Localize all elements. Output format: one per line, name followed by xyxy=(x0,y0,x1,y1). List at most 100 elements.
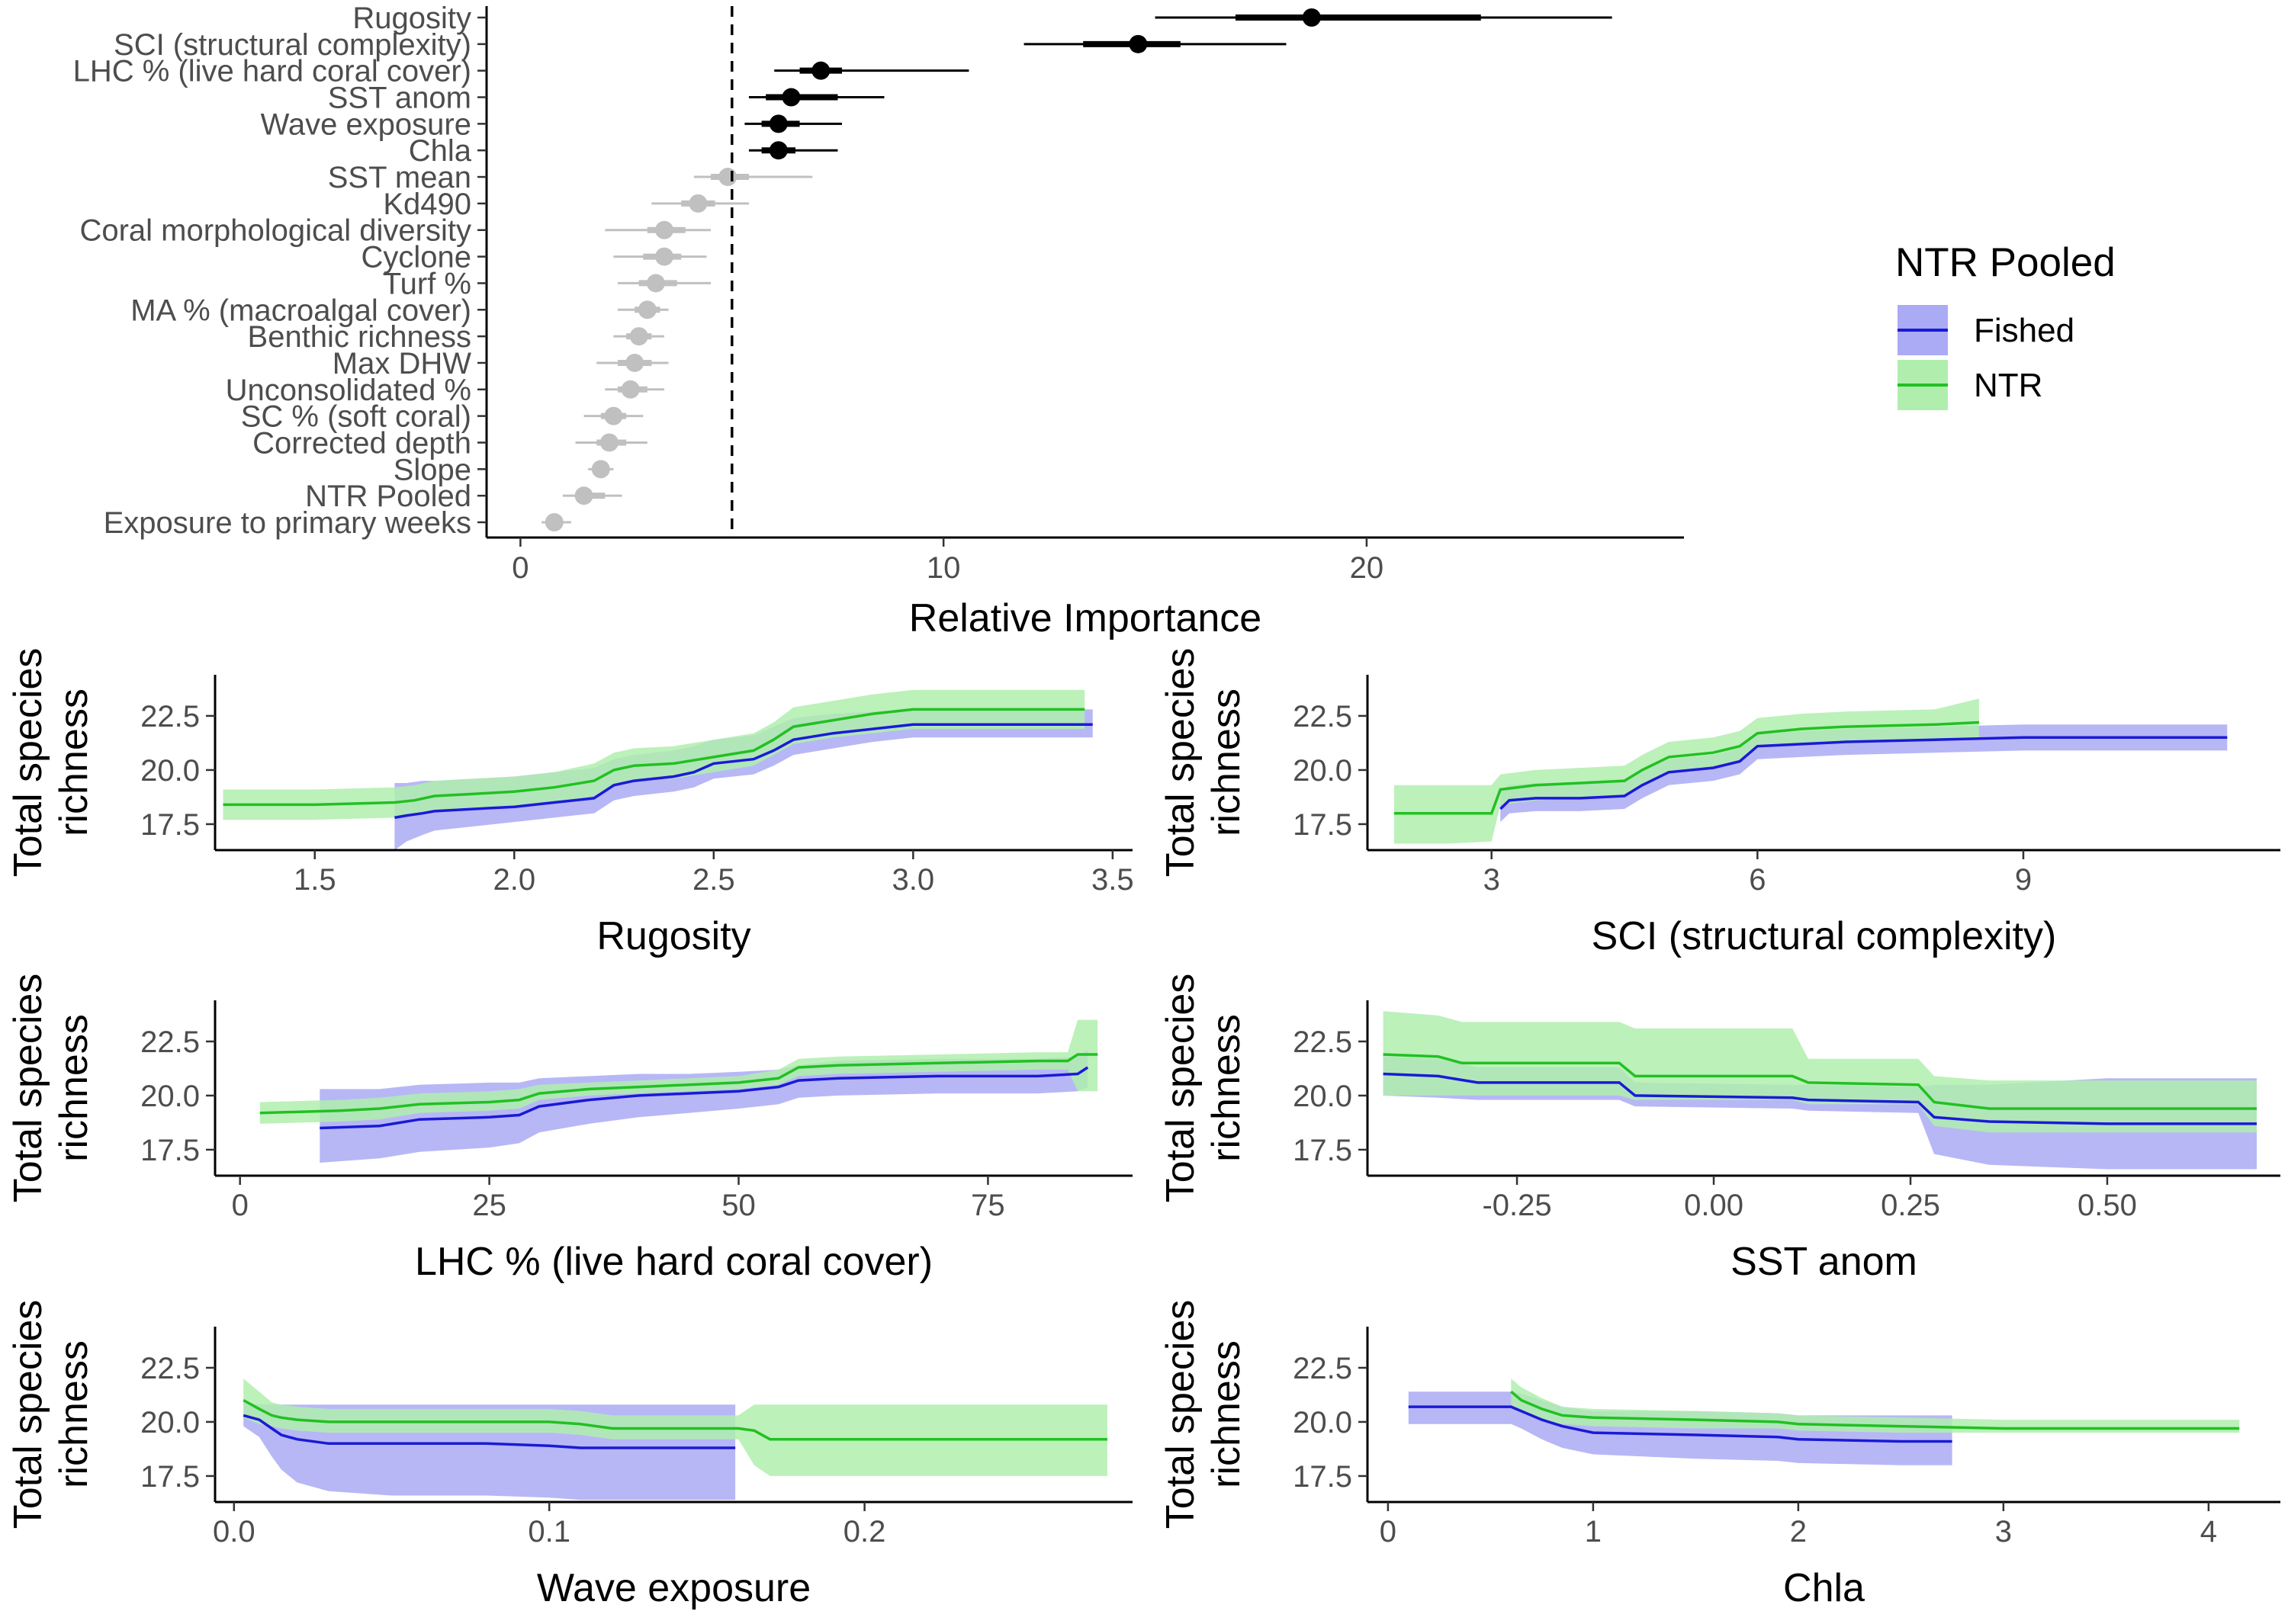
y-tick-label: 20.0 xyxy=(140,754,200,788)
y-axis-title: Total speciesrichness xyxy=(6,1300,96,1529)
importance-point xyxy=(638,300,657,319)
y-axis-title-line: Total species xyxy=(6,648,50,878)
x-tick-label: 2.5 xyxy=(693,863,735,897)
x-tick-label: 3 xyxy=(1995,1515,2012,1549)
x-tick-label: 0 xyxy=(232,1189,249,1222)
importance-point xyxy=(592,460,610,478)
x-tick-label: 0.50 xyxy=(2078,1189,2137,1222)
x-axis-title: SST anom xyxy=(1730,1240,1917,1284)
y-axis-title-line: Total species xyxy=(1158,648,1203,878)
y-axis-title-line: richness xyxy=(1204,1014,1248,1162)
y-axis-title-line: richness xyxy=(52,1014,96,1162)
y-tick-label: 20.0 xyxy=(140,1080,200,1113)
importance-point xyxy=(575,486,593,505)
x-tick-label: 2 xyxy=(1790,1515,1807,1549)
partial-dependence-panel: 17.5 20.0 22.5 0 1 2 3 4 Chla Total speciesrichne… xyxy=(1158,1300,2280,1610)
y-tick-label: 20.0 xyxy=(1293,1080,1352,1113)
y-tick-label: 17.5 xyxy=(140,1134,200,1167)
importance-point xyxy=(655,248,673,266)
x-axis-title: Relative Importance xyxy=(909,596,1261,640)
x-tick-label: 20 xyxy=(1350,551,1384,585)
x-tick-label: 3.5 xyxy=(1091,863,1134,897)
importance-point xyxy=(630,327,648,345)
importance-point xyxy=(625,354,644,372)
partial-dependence-panel: 17.5 20.0 22.5 1.5 2.0 2.5 3.0 3.5 Rugosity Total… xyxy=(6,648,1134,958)
y-tick-label: 17.5 xyxy=(1293,1134,1352,1167)
y-tick-label: 20.0 xyxy=(140,1406,200,1439)
y-tick-label: 22.5 xyxy=(1293,1025,1352,1059)
y-axis-title-line: richness xyxy=(52,1340,96,1488)
x-tick-label: 0.2 xyxy=(844,1515,886,1549)
importance-point xyxy=(770,141,788,159)
x-tick-label: 0 xyxy=(512,551,529,585)
x-tick-label: 25 xyxy=(472,1189,506,1222)
y-axis-title: Total speciesrichness xyxy=(6,974,96,1203)
x-tick-label: 2.0 xyxy=(493,863,535,897)
x-tick-label: -0.25 xyxy=(1482,1189,1551,1222)
y-tick-label: 17.5 xyxy=(1293,1460,1352,1494)
x-tick-label: 0.00 xyxy=(1684,1189,1743,1222)
y-axis-title-line: richness xyxy=(1204,688,1248,836)
x-axis-title: Chla xyxy=(1783,1566,1865,1610)
y-axis-title-line: richness xyxy=(52,688,96,836)
x-tick-label: 75 xyxy=(971,1189,1005,1222)
x-tick-label: 3 xyxy=(1483,863,1500,897)
x-tick-label: 6 xyxy=(1749,863,1766,897)
y-tick-label: 17.5 xyxy=(140,808,200,842)
partial-dependence-panel: 17.5 20.0 22.5 0.0 0.1 0.2 Wave exposure Total … xyxy=(6,1300,1133,1610)
y-tick-label: 22.5 xyxy=(1293,1352,1352,1385)
x-tick-label: 0 xyxy=(1380,1515,1396,1549)
x-tick-label: 1 xyxy=(1585,1515,1602,1549)
y-tick-label: 20.0 xyxy=(1293,1406,1352,1439)
partial-dependence-panel: 17.5 20.0 22.5 3 6 9 SCI (structural complexit… xyxy=(1158,648,2280,958)
importance-point xyxy=(718,168,737,186)
x-tick-label: 0.0 xyxy=(213,1515,255,1549)
y-tick-label: 22.5 xyxy=(140,1352,200,1385)
y-axis-title: Total speciesrichness xyxy=(1158,648,1248,878)
y-axis-title-line: Total species xyxy=(6,1300,50,1529)
x-tick-label: 50 xyxy=(721,1189,756,1222)
y-axis-title-line: richness xyxy=(1204,1340,1248,1488)
x-tick-label: 1.5 xyxy=(294,863,336,897)
importance-point xyxy=(770,114,788,133)
y-tick-label: 22.5 xyxy=(140,1025,200,1059)
ci-ribbon-ntr xyxy=(1383,1011,2257,1132)
legend: NTR Pooled Fished NTR xyxy=(1895,240,2116,410)
y-tick-label: 22.5 xyxy=(1293,700,1352,733)
importance-point xyxy=(622,380,640,399)
x-tick-label: 10 xyxy=(927,551,961,585)
y-axis-title-line: Total species xyxy=(1158,974,1203,1203)
y-axis-title: Total speciesrichness xyxy=(6,648,96,878)
variable-label: Exposure to primary weeks xyxy=(104,506,471,540)
x-tick-label: 4 xyxy=(2200,1515,2217,1549)
y-tick-label: 17.5 xyxy=(140,1460,200,1494)
y-axis-title-line: Total species xyxy=(6,974,50,1203)
x-axis-title: Rugosity xyxy=(596,914,750,958)
partial-dependence-panel: 17.5 20.0 22.5 0 25 50 75 LHC % (live hard cora… xyxy=(6,974,1133,1284)
importance-point xyxy=(604,407,622,425)
importance-point xyxy=(811,62,830,80)
importance-point xyxy=(545,513,564,531)
importance-point xyxy=(647,274,665,292)
importance-point xyxy=(782,88,800,107)
y-tick-label: 17.5 xyxy=(1293,808,1352,842)
x-tick-label: 0.25 xyxy=(1881,1189,1940,1222)
y-tick-label: 20.0 xyxy=(1293,754,1352,788)
y-axis-title: Total speciesrichness xyxy=(1158,974,1248,1203)
y-tick-label: 22.5 xyxy=(140,700,200,733)
x-axis-title: LHC % (live hard coral cover) xyxy=(415,1240,933,1284)
importance-point xyxy=(1303,8,1321,27)
importance-point xyxy=(655,221,673,239)
x-axis-title: SCI (structural complexity) xyxy=(1592,914,2057,958)
legend-title: NTR Pooled xyxy=(1895,240,2116,285)
importance-point xyxy=(600,433,619,451)
y-axis-title: Total speciesrichness xyxy=(1158,1300,1248,1529)
legend-label: Fished xyxy=(1974,312,2074,349)
x-tick-label: 3.0 xyxy=(892,863,935,897)
importance-point xyxy=(689,194,707,213)
x-tick-label: 9 xyxy=(2015,863,2032,897)
legend-label: NTR xyxy=(1974,367,2042,404)
importance-point xyxy=(1129,35,1147,53)
x-axis-title: Wave exposure xyxy=(537,1566,811,1610)
